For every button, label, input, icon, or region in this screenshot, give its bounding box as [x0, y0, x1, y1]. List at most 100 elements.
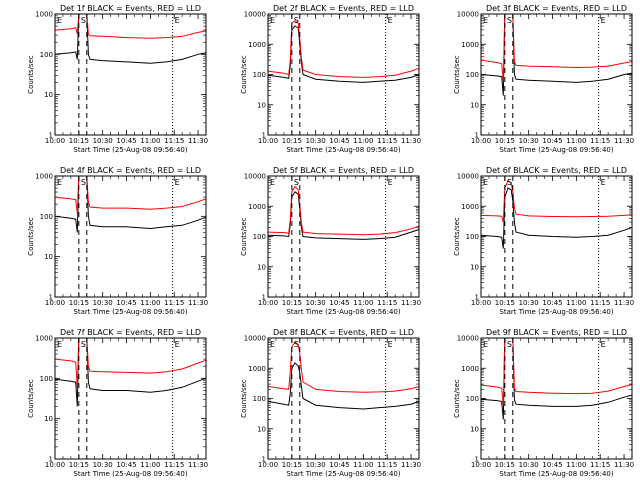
y-tick-label: 1000 — [248, 203, 266, 211]
y-tick-label: 10000 — [457, 173, 479, 181]
panel-4: Det 4f BLACK = Events, RED = LLD 1 10 100 10… — [27, 166, 208, 316]
y-tick-label: 1 — [475, 456, 479, 464]
x-tick-label: 10:30 — [93, 461, 113, 469]
x-tick-label: 10:15 — [495, 461, 515, 469]
x-axis-label: Start Time (25-Aug-08 09:56:40) — [499, 308, 613, 316]
panel-title: Det 9f BLACK = Events, RED = LLD — [486, 328, 627, 337]
x-tick-label: 10:00 — [471, 461, 491, 469]
y-axis-label: Counts/sec — [240, 55, 248, 94]
panel-8: Det 8f BLACK = Events, RED = LLD 1 10 100 10… — [240, 328, 421, 478]
marker-label: S — [507, 16, 512, 25]
y-tick-label: 10 — [44, 415, 53, 423]
x-tick-label: 11:15 — [377, 137, 397, 145]
marker-label: S — [81, 16, 86, 25]
series-line-events — [54, 337, 207, 407]
x-tick-label: 11:00 — [140, 137, 160, 145]
series-line-lld — [480, 179, 633, 223]
x-tick-label: 10:00 — [258, 299, 278, 307]
marker-label: E — [57, 340, 62, 349]
series-line-events — [54, 175, 207, 233]
series-line-events — [480, 13, 633, 96]
panel-2: Det 2f BLACK = Events, RED = LLD 1 10 100 10… — [240, 4, 421, 154]
y-tick-label: 1 — [262, 294, 266, 302]
x-tick-label: 11:15 — [164, 299, 184, 307]
marker-label: E — [388, 178, 393, 187]
x-tick-label: 11:15 — [377, 299, 397, 307]
x-tick-label: 10:45 — [116, 137, 136, 145]
x-tick-label: 11:00 — [140, 461, 160, 469]
x-axis-label: Start Time (25-Aug-08 09:56:40) — [73, 470, 187, 478]
marker-label: S — [294, 178, 299, 187]
x-axis-label: Start Time (25-Aug-08 09:56:40) — [499, 146, 613, 154]
y-tick-label: 10 — [44, 253, 53, 261]
y-tick-label: 1 — [262, 132, 266, 140]
y-axis-label: Counts/sec — [27, 379, 35, 418]
series-line-lld — [480, 13, 633, 82]
x-tick-label: 11:15 — [590, 461, 610, 469]
x-axis-label: Start Time (25-Aug-08 09:56:40) — [286, 146, 400, 154]
marker-label: E — [175, 340, 180, 349]
x-tick-label: 10:00 — [258, 137, 278, 145]
x-tick-label: 10:15 — [69, 461, 89, 469]
x-tick-label: 10:00 — [471, 137, 491, 145]
x-tick-label: 11:30 — [188, 461, 208, 469]
y-axis-label: Counts/sec — [27, 55, 35, 94]
panel-title: Det 7f BLACK = Events, RED = LLD — [60, 328, 201, 337]
y-tick-label: 10 — [257, 101, 266, 109]
x-tick-label: 10:45 — [542, 299, 562, 307]
y-tick-label: 100 — [466, 233, 479, 241]
y-tick-label: 10000 — [244, 173, 266, 181]
series-line-lld — [54, 13, 207, 39]
y-tick-label: 100 — [253, 233, 266, 241]
y-tick-label: 1 — [49, 132, 53, 140]
y-tick-label: 100 — [466, 71, 479, 79]
y-tick-label: 1 — [49, 294, 53, 302]
x-tick-label: 10:45 — [542, 461, 562, 469]
x-axis-label: Start Time (25-Aug-08 09:56:40) — [286, 470, 400, 478]
y-tick-label: 100 — [253, 71, 266, 79]
series-line-lld — [267, 20, 420, 78]
y-tick-label: 10 — [470, 425, 479, 433]
x-tick-label: 10:45 — [329, 299, 349, 307]
x-tick-label: 10:15 — [69, 299, 89, 307]
series-line-events — [267, 362, 420, 410]
y-tick-label: 10000 — [244, 11, 266, 19]
x-tick-label: 10:30 — [519, 299, 539, 307]
panel-title: Det 3f BLACK = Events, RED = LLD — [486, 4, 627, 13]
x-tick-label: 11:30 — [188, 299, 208, 307]
x-axis-label: Start Time (25-Aug-08 09:56:40) — [499, 470, 613, 478]
y-tick-label: 10 — [257, 425, 266, 433]
y-tick-label: 1 — [475, 132, 479, 140]
y-tick-label: 1000 — [461, 203, 479, 211]
panel-title: Det 1f BLACK = Events, RED = LLD — [60, 4, 201, 13]
marker-label: E — [601, 16, 606, 25]
plot-frame — [54, 337, 207, 460]
plot-frame — [54, 175, 207, 298]
x-tick-label: 11:15 — [590, 299, 610, 307]
y-tick-label: 100 — [40, 375, 53, 383]
y-tick-label: 1000 — [35, 335, 53, 343]
y-axis-label: Counts/sec — [453, 379, 461, 418]
series-line-events — [54, 13, 207, 64]
series-line-lld — [267, 185, 420, 236]
marker-label: S — [294, 340, 299, 349]
x-tick-label: 10:45 — [329, 137, 349, 145]
panel-1: Det 1f BLACK = Events, RED = LLD 1 10 100 10… — [27, 4, 208, 154]
x-tick-label: 11:00 — [353, 137, 373, 145]
panel-title: Det 6f BLACK = Events, RED = LLD — [486, 166, 627, 175]
x-tick-label: 11:30 — [614, 461, 634, 469]
plot-frame — [480, 13, 633, 136]
y-tick-label: 100 — [253, 395, 266, 403]
marker-label: E — [270, 340, 275, 349]
x-tick-label: 10:00 — [258, 461, 278, 469]
marker-label: E — [388, 16, 393, 25]
x-tick-label: 11:30 — [401, 137, 421, 145]
x-tick-label: 11:00 — [140, 299, 160, 307]
x-tick-label: 10:45 — [116, 461, 136, 469]
x-tick-label: 11:00 — [566, 137, 586, 145]
x-tick-label: 10:15 — [495, 299, 515, 307]
series-line-lld — [480, 337, 633, 406]
y-tick-label: 100 — [40, 51, 53, 59]
y-tick-label: 1000 — [248, 41, 266, 49]
